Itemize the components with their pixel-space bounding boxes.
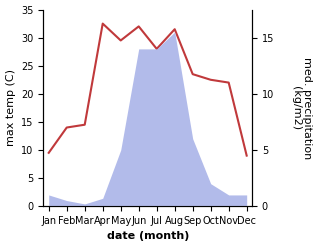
Y-axis label: max temp (C): max temp (C)	[5, 69, 16, 146]
Y-axis label: med. precipitation
(kg/m2): med. precipitation (kg/m2)	[291, 57, 313, 159]
X-axis label: date (month): date (month)	[107, 231, 189, 242]
